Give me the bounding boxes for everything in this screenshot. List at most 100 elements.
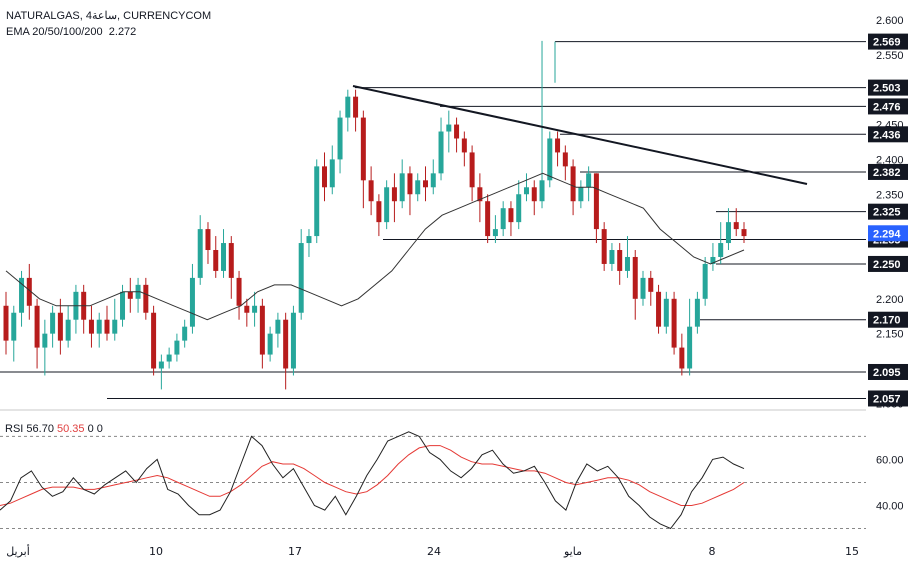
candle-body — [151, 312, 157, 369]
candle-body — [679, 347, 685, 369]
candle-body — [345, 96, 351, 118]
level-label: 2.325 — [873, 207, 901, 219]
current-price-tag — [868, 225, 908, 242]
candle-body — [516, 194, 522, 223]
candle-body — [112, 319, 118, 334]
candle-body — [290, 312, 296, 369]
candle-body — [656, 291, 662, 327]
candle-body — [360, 117, 366, 181]
candle-body — [508, 208, 514, 223]
candle-body — [275, 319, 281, 334]
level-tag — [868, 163, 908, 180]
trend-line — [352, 85, 808, 185]
candle-body — [174, 340, 180, 355]
candle-body — [702, 263, 708, 299]
candle-body — [244, 305, 250, 313]
y-tick-label: 2.600 — [876, 15, 904, 27]
x-tick-label: 8 — [709, 545, 716, 558]
candle-body — [88, 319, 94, 334]
candle-body — [523, 187, 529, 195]
candle-body — [120, 291, 126, 320]
level-label: 2.170 — [873, 315, 901, 327]
symbol-title: NATURALGAS, 4ساعة, CURRENCYCOM — [6, 10, 212, 22]
candle-body — [329, 159, 335, 188]
candle-body — [446, 124, 452, 132]
candle-body — [65, 319, 71, 341]
candle-body — [353, 96, 359, 118]
candle-body — [601, 229, 607, 264]
candle-body — [415, 180, 421, 195]
level-tag — [868, 363, 908, 380]
candle-body — [267, 333, 273, 355]
candle-body — [648, 277, 654, 292]
candle-body — [570, 166, 576, 202]
candle-body — [485, 201, 491, 237]
rsi-ma-line — [0, 445, 745, 506]
rsi-legend-ma-value: 50.35 — [57, 423, 85, 435]
level-label: 2.250 — [873, 259, 901, 271]
rsi-legend-value: 56.70 — [26, 423, 54, 435]
candle-body — [539, 180, 545, 202]
candle-body — [228, 243, 234, 278]
candle-body — [182, 326, 188, 341]
candle-body — [733, 222, 739, 230]
candle-body — [158, 361, 164, 369]
candle-body — [477, 187, 483, 202]
rsi-tick-label: 40.00 — [876, 500, 904, 512]
level-label: 2.382 — [873, 167, 901, 179]
level-label: 2.436 — [873, 129, 901, 141]
level-tag — [868, 255, 908, 272]
y-tick-label: 2.350 — [876, 189, 904, 201]
candle-body — [283, 319, 289, 369]
candle-body — [578, 187, 584, 202]
rsi-legend-extra: 0 0 — [87, 423, 103, 435]
candle-body — [663, 298, 669, 327]
candle-body — [469, 152, 475, 188]
candle-body — [461, 138, 467, 153]
candle-body — [430, 173, 436, 188]
x-tick-label: أبريل — [6, 544, 30, 558]
candle-body — [96, 319, 102, 334]
rsi-legend-label: RSI — [5, 423, 24, 435]
candle-body — [492, 229, 498, 237]
candle-body — [438, 131, 444, 174]
x-tick-label: 24 — [427, 545, 441, 558]
x-tick-label: 17 — [288, 545, 302, 558]
candle-body — [694, 298, 700, 327]
candle-body — [391, 187, 397, 202]
ema-line — [5, 172, 745, 321]
candle-body — [205, 229, 211, 251]
rsi-legend: RSI 56.70 50.35 0 0 — [5, 423, 103, 435]
level-tag — [868, 79, 908, 96]
candle-body — [586, 173, 592, 188]
y-tick-label: 2.200 — [876, 294, 904, 306]
candle-body — [26, 277, 32, 306]
candle-body — [11, 312, 17, 341]
candle-body — [741, 229, 747, 237]
candle-body — [399, 173, 405, 202]
candle-body — [143, 284, 149, 313]
candle-body — [127, 291, 133, 299]
y-tick-label: 2.550 — [876, 50, 904, 62]
level-tag — [868, 98, 908, 115]
candle-body — [221, 243, 227, 271]
candle-body — [609, 250, 615, 264]
rsi-line — [0, 431, 745, 530]
x-tick-label: 15 — [845, 545, 859, 558]
level-label: 2.569 — [873, 37, 901, 49]
ema-legend-label: EMA 20/50/100/200 — [6, 26, 103, 38]
candle-body — [57, 312, 63, 341]
rsi-levels — [0, 435, 866, 529]
time-axis: أبريل 10 17 24 مايو 8 15 — [6, 544, 859, 558]
level-tag — [868, 203, 908, 220]
candle-body — [306, 236, 312, 244]
horizontal-level-lines — [0, 41, 866, 399]
candle-body — [337, 117, 343, 160]
candle-body — [617, 250, 623, 271]
y-tick-label: 2.150 — [876, 329, 904, 341]
candle-body — [259, 305, 265, 355]
candle-body — [189, 277, 195, 327]
candle-body — [50, 312, 56, 334]
level-label: 2.476 — [873, 101, 901, 113]
